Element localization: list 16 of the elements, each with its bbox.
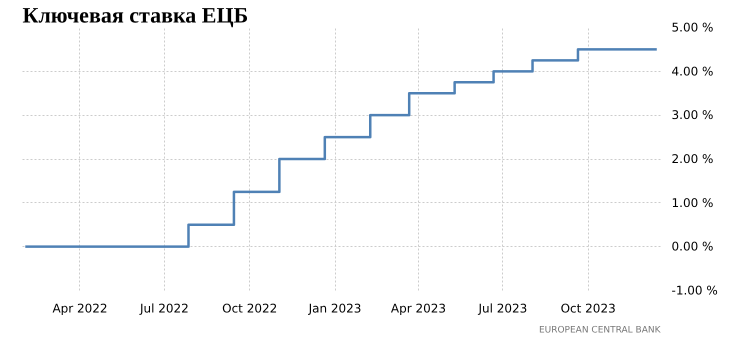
text: EUROPEAN CENTRAL BANK bbox=[538, 326, 662, 336]
y-tick-label: 3.00 % bbox=[672, 108, 714, 122]
x-tick-label: Oct 2023 bbox=[560, 302, 616, 316]
x-tick-label: Apr 2022 bbox=[52, 302, 108, 316]
chart-title: Ключевая ставка ЕЦБ bbox=[22, 2, 248, 28]
y-tick-label: 2.00 % bbox=[672, 152, 714, 166]
y-tick-label: 1.00 % bbox=[672, 196, 714, 210]
x-tick-label: Jul 2022 bbox=[138, 302, 189, 316]
x-tick-label: Oct 2022 bbox=[222, 302, 278, 316]
x-tick-label: Apr 2023 bbox=[390, 302, 446, 316]
x-tick-label: Jan 2023 bbox=[308, 302, 362, 316]
y-tick-label: -1.00 % bbox=[672, 284, 718, 298]
y-tick-label: 0.00 % bbox=[672, 240, 714, 254]
x-tick-label: Jul 2023 bbox=[477, 302, 528, 316]
y-tick-label: 5.00 % bbox=[672, 20, 714, 34]
y-tick-label: 4.00 % bbox=[672, 64, 714, 78]
